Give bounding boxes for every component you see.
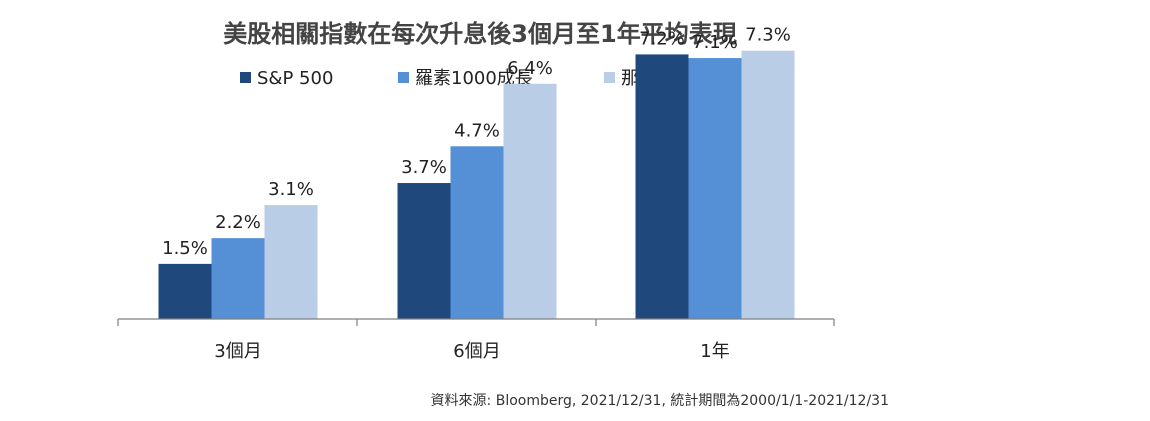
- value-label-0-0: 1.5%: [162, 238, 208, 259]
- value-label-0-1: 2.2%: [215, 212, 261, 233]
- legend-swatch-1: [398, 72, 409, 83]
- bars-group: [158, 50, 795, 320]
- bar-2-2: [741, 50, 795, 319]
- value-label-1-1: 4.7%: [454, 120, 500, 141]
- category-label-1: 6個月: [453, 341, 500, 362]
- category-label-2: 1年: [700, 341, 729, 362]
- bar-1-0: [397, 183, 451, 319]
- bar-1-1: [450, 146, 504, 319]
- legend-label-0: S&P 500: [257, 68, 333, 89]
- source-note: 資料來源: Bloomberg, 2021/12/31, 統計期間為2000/1…: [431, 393, 889, 409]
- x-axis: 3個月 6個月 1年: [117, 318, 835, 362]
- value-label-0-2: 3.1%: [268, 179, 314, 200]
- legend: S&P 500羅素1000成長那斯達克: [240, 68, 693, 89]
- value-label-2-2: 7.3%: [745, 25, 791, 46]
- legend-swatch-2: [604, 72, 615, 83]
- bar-2-0: [635, 54, 689, 320]
- chart-title: 美股相關指數在每次升息後3個月至1年平均表現: [223, 20, 736, 48]
- bar-0-1: [211, 238, 265, 319]
- bar-1-2: [503, 83, 557, 319]
- bar-0-0: [158, 263, 212, 319]
- value-label-1-0: 3.7%: [401, 157, 447, 178]
- bar-0-2: [264, 205, 318, 319]
- value-label-2-0: 7.2%: [639, 28, 685, 49]
- value-label-2-1: 7.1%: [692, 32, 738, 53]
- value-label-1-2: 6.4%: [507, 58, 553, 79]
- bar-2-1: [688, 58, 742, 319]
- category-label-0: 3個月: [214, 341, 261, 362]
- legend-label-1: 羅素1000成長: [415, 68, 533, 89]
- value-labels-group: 1.5% 2.2% 3.1% 3.7% 4.7% 6.4% 7.2% 7.1% 7.3%: [162, 25, 791, 259]
- legend-swatch-0: [240, 72, 251, 83]
